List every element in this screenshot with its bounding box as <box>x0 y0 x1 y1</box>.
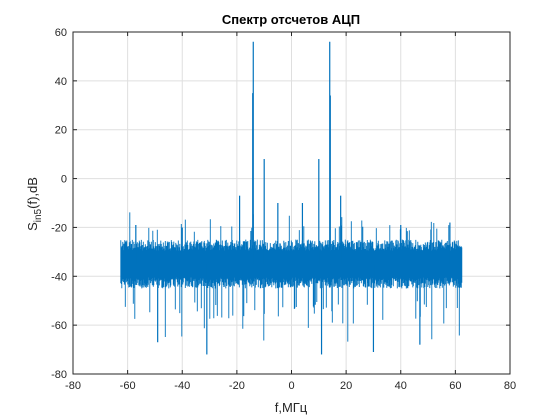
y-tick-label: 0 <box>61 174 67 186</box>
y-tick-label: -40 <box>51 271 67 283</box>
x-tick-label: 60 <box>449 380 461 392</box>
x-tick-label: 80 <box>504 380 516 392</box>
y-axis-label-subscript: in5 <box>33 208 44 222</box>
y-tick-label: -60 <box>51 320 67 332</box>
y-axis-label: Sin5(f),dB <box>25 177 44 231</box>
y-axis-label-suffix: (f),dB <box>25 177 40 209</box>
series-trace <box>120 212 463 342</box>
chart-title: Спектр отсчетов АЦП <box>222 12 360 27</box>
x-tick-label: -80 <box>65 380 81 392</box>
y-tick-label: 20 <box>55 125 67 137</box>
x-tick-label: 0 <box>288 380 294 392</box>
y-tick-label: -20 <box>51 222 67 234</box>
x-tick-label: 40 <box>395 380 407 392</box>
x-tick-label: -40 <box>174 380 190 392</box>
series-peaks <box>135 41 451 355</box>
y-tick-label: -80 <box>51 369 67 381</box>
y-tick-label: 40 <box>55 76 67 88</box>
x-tick-label: -60 <box>120 380 136 392</box>
y-axis-label-base: S <box>25 222 40 231</box>
x-axis-label: f,МГц <box>275 400 308 415</box>
noise-floor-trace <box>120 212 463 342</box>
y-tick-label: 60 <box>55 27 67 39</box>
x-tick-label: 20 <box>340 380 352 392</box>
x-tick-label: -20 <box>229 380 245 392</box>
ticks: -80 -60 -40 -20 0 20 40 60 80 -80 -60 -40 -20 0 20 40 60 <box>51 27 516 392</box>
